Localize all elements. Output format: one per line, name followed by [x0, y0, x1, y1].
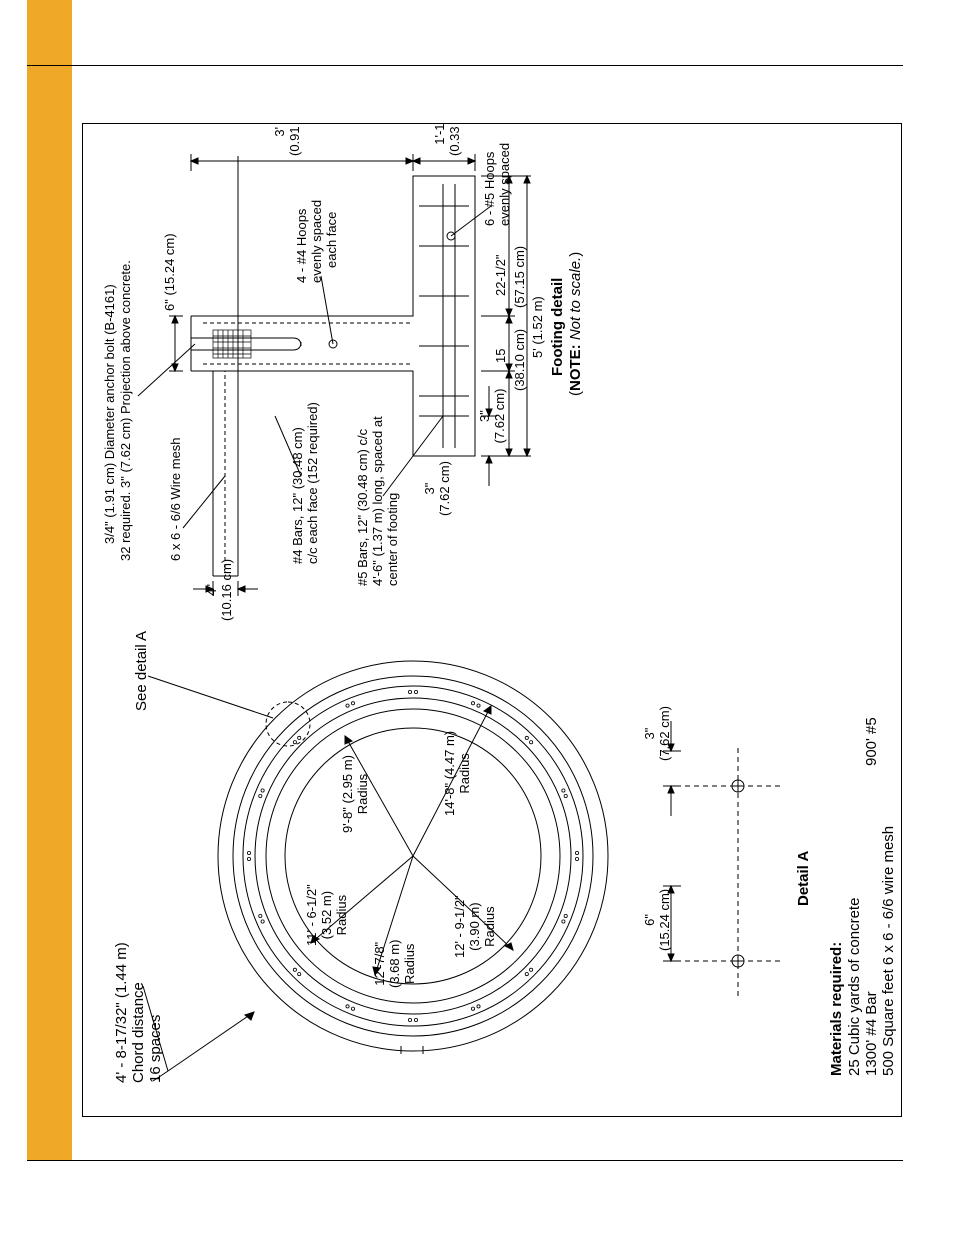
dim15: 15 — [494, 349, 509, 363]
materials-2: 1300' #4 Bar — [863, 991, 880, 1076]
bars5-a: #5 Bars, 12" (30.48 cm) c/c — [356, 429, 371, 586]
chord-spaces: 16 spaces — [147, 1015, 164, 1083]
r2-a: 12'-7/8" — [372, 942, 387, 986]
detA-6: 6" (15.24 cm) — [643, 889, 673, 951]
chord-dist: Chord distance — [130, 982, 147, 1083]
materials-1: 25 Cubic yards of concrete — [846, 898, 863, 1076]
r4-c: Radius — [355, 774, 370, 814]
detA-3: 3" (7.62 cm) — [643, 706, 673, 761]
r1-b: (3.52 m) — [319, 891, 334, 939]
dim38: (38.10 cm) — [513, 329, 528, 391]
anchor-note1: 3/4" (1.91 cm) Diameter anchor bolt (B-4… — [103, 284, 118, 544]
detA-6a: 6" — [642, 914, 657, 926]
dim-4in: 4" (10.16 cm) — [205, 559, 235, 621]
d11a: 1'-1" — [432, 123, 447, 145]
r2-b: (3.68 m) — [387, 940, 402, 988]
bars5-b: 4'-6" (1.37 m) long, spaced at — [371, 416, 386, 586]
radius-5: 14'-8" (4.47 m) Radius — [443, 731, 473, 816]
note-bold: NOTE: — [567, 344, 584, 391]
dim4b: (10.16 cm) — [219, 559, 234, 621]
d11b: (0.33 m) — [447, 123, 462, 156]
radius-3: 12' - 9-1/2" (3.90 m) Radius — [453, 895, 498, 958]
orange-sidebar — [27, 0, 72, 1160]
footer-rule — [27, 1160, 903, 1161]
footing-note: (NOTE: Not to scale.) — [567, 252, 584, 396]
d3fa: 3' — [272, 127, 287, 137]
hoops4-c: each face — [325, 212, 340, 268]
dim3l: 3" (7.62 cm) — [423, 461, 453, 516]
d3fb: (0.91 m) — [287, 123, 302, 156]
r1-c: Radius — [334, 895, 349, 935]
note-ital: Not to scale. — [567, 257, 584, 340]
d3ra: 3" — [477, 410, 492, 422]
see-detail-a: See detail A — [133, 631, 150, 711]
drawing-canvas: 4' - 8-17/32" (1.44 m) Chord distance 16… — [83, 124, 901, 1116]
drawing-frame: 4' - 8-17/32" (1.44 m) Chord distance 16… — [82, 123, 902, 1117]
dim4a: 4" — [204, 584, 219, 596]
dim57: (57.15 cm) — [513, 246, 528, 308]
dim3r: 3" (7.62 cm) — [478, 389, 508, 444]
bars4-b: c/c each face (152 required) — [306, 402, 321, 564]
detail-a-title: Detail A — [795, 851, 812, 906]
materials-heading: Materials required: — [828, 942, 845, 1076]
r5-c: Radius — [457, 753, 472, 793]
hoops5-a: 6 - #5 Hoops — [483, 152, 498, 226]
d3la: 3" — [422, 483, 437, 495]
chord-dim: 4' - 8-17/32" (1.44 m) — [113, 942, 130, 1083]
radius-4: 9'-8" (2.95 m) Radius — [341, 755, 371, 833]
r5-a: 14'-8" (4.47 m) — [442, 731, 457, 816]
dim3ft: 3' (0.91 m) — [273, 123, 303, 156]
detA-3a: 3" — [642, 728, 657, 740]
r3-a: 12' - 9-1/2" — [452, 895, 467, 958]
d3rb: (7.62 cm) — [492, 389, 507, 444]
detA-3b: (7.62 cm) — [657, 706, 672, 761]
radius-1: 11' - 6-1/2" (3.52 m) Radius — [305, 884, 350, 946]
anchor-note2: 32 required. 3" (7.62 cm) Projection abo… — [119, 260, 134, 561]
materials-3: 500 Square feet 6 x 6 - 6/6 wire mesh — [880, 826, 897, 1076]
dim22: 22-1/2" — [494, 255, 509, 296]
wire-mesh: 6 x 6 - 6/6 Wire mesh — [169, 437, 184, 561]
dim-6in: 6" (15.24 cm) — [163, 233, 178, 311]
r3-c: Radius — [482, 906, 497, 946]
hoops4-b: evenly spaced — [310, 200, 325, 283]
r3-b: (3.90 m) — [467, 902, 482, 950]
d3lb: (7.62 cm) — [437, 461, 452, 516]
detA-6b: (15.24 cm) — [657, 889, 672, 951]
materials-4: 900' #5 — [863, 717, 880, 766]
bars4-a: #4 Bars, 12" (30.48 cm) — [291, 427, 306, 564]
r4-a: 9'-8" (2.95 m) — [340, 755, 355, 833]
r2-c: Radius — [402, 944, 417, 984]
hoops5-b: evenly spaced — [498, 143, 513, 226]
header-rule — [27, 65, 903, 66]
dim1ft1: 1'-1" (0.33 m) — [433, 123, 463, 156]
hoops4-a: 4 - #4 Hoops — [295, 209, 310, 283]
r1-a: 11' - 6-1/2" — [304, 884, 319, 946]
radius-2: 12'-7/8" (3.68 m) Radius — [373, 940, 418, 988]
footing-title: Footing detail — [549, 278, 566, 376]
bars5-c: center of footing — [386, 493, 401, 586]
dim5ft: 5' (1.52 m) — [531, 296, 546, 358]
